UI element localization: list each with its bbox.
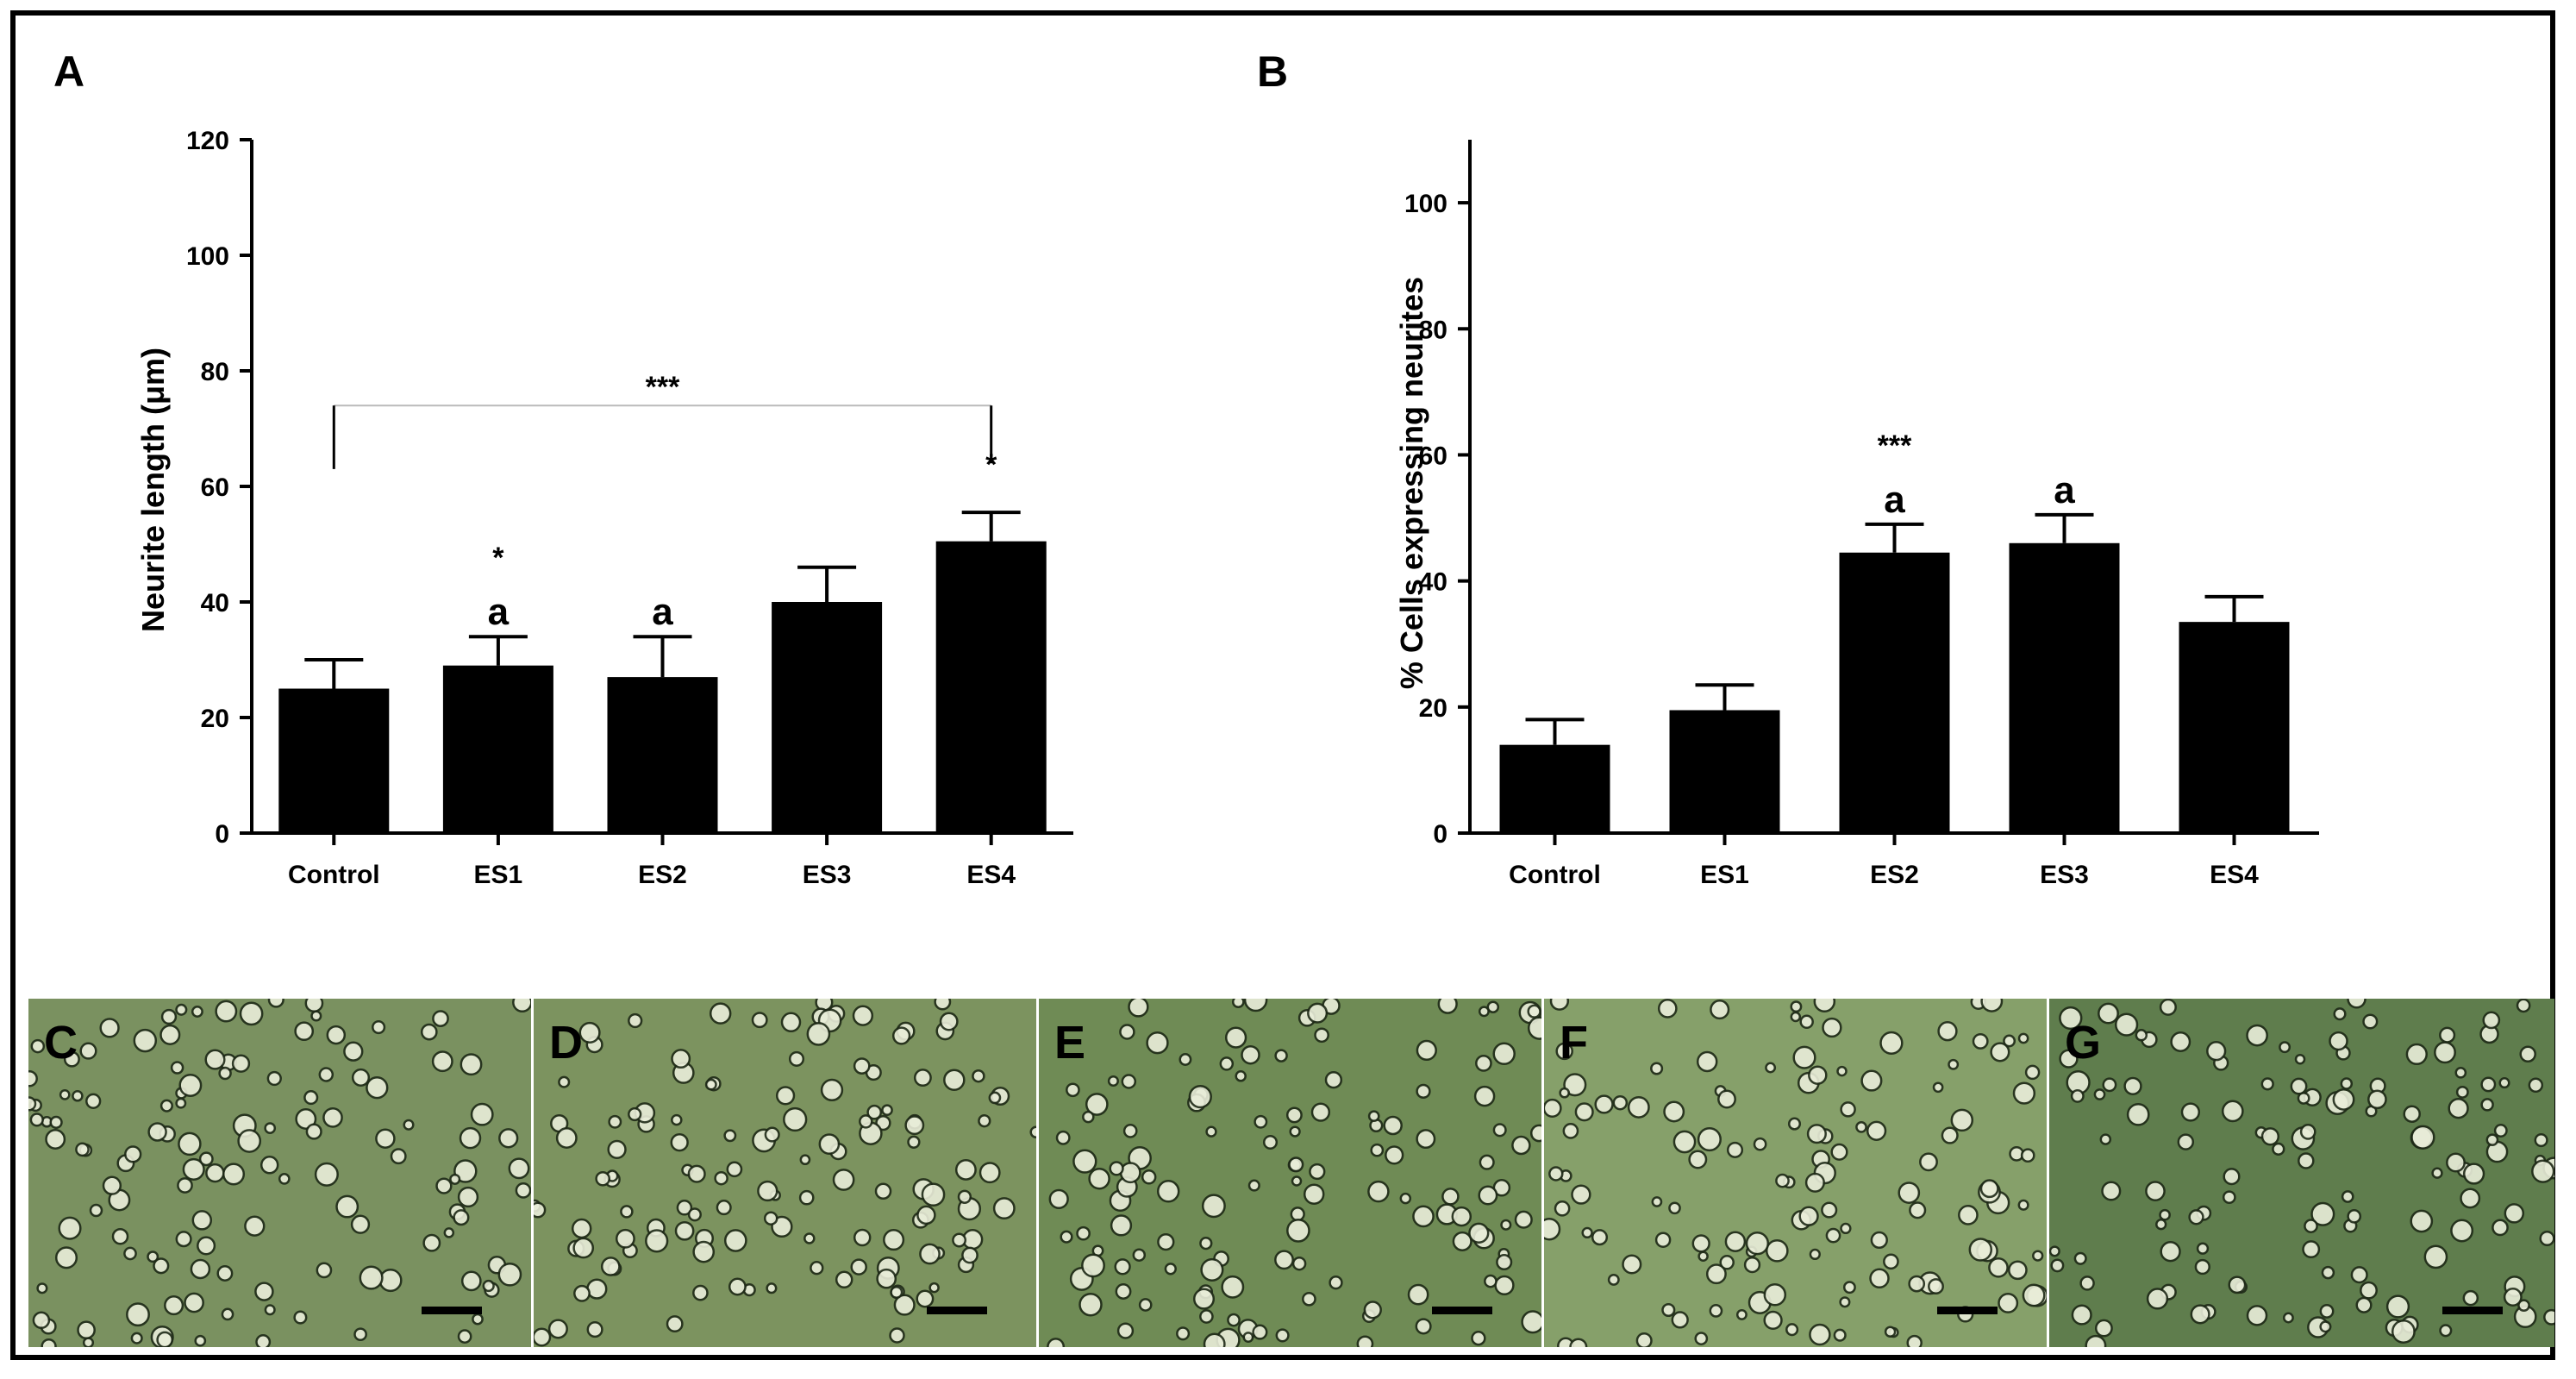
micrograph-label: C (44, 1017, 78, 1069)
y-tick-label-1: 0 (1433, 820, 1447, 849)
bar-1-3 (2009, 542, 2120, 833)
chart-canvas: A B 0 20 40 60 80 100 120 Neurite length (μm) Co… (53, 47, 2319, 889)
y-tick-label-1: 80 (1419, 316, 1447, 344)
scale-bar (2442, 1307, 2503, 1314)
x-tick-label-1: ES3 (2040, 861, 2089, 889)
y-tick-label-0: 60 (201, 473, 229, 502)
cell-texture (1544, 999, 2048, 1347)
y-axis-title-1: % Cells expressing neurites (1394, 277, 1429, 689)
bar-1-0 (1499, 744, 1610, 833)
bar-1-1 (1669, 710, 1780, 833)
x-tick-label-0: ES3 (803, 861, 852, 889)
significance-stars-0-4: * (985, 448, 997, 481)
bar-1-4 (2179, 622, 2290, 833)
x-tick-label-0: Control (288, 861, 380, 889)
micrograph-label: E (1054, 1017, 1086, 1069)
significance-letter-1-2: a (1884, 479, 1905, 521)
x-tick-label-1: Control (1509, 861, 1601, 889)
y-tick-label-0: 80 (201, 358, 229, 386)
y-tick-label-1: 100 (1404, 190, 1447, 218)
x-tick-label-1: ES4 (2210, 861, 2259, 889)
x-tick-label-1: ES1 (1700, 861, 1749, 889)
cell-texture (28, 999, 533, 1347)
micrograph-g: G (2047, 999, 2554, 1347)
y-tick-label-1: 20 (1419, 694, 1447, 723)
y-tick-label-0: 100 (186, 242, 229, 271)
significance-letter-0-1: a (488, 591, 510, 633)
scale-bar (422, 1307, 482, 1314)
y-tick-label-0: 20 (201, 705, 229, 733)
cell-texture (1047, 999, 1544, 1347)
micrograph-e: E (1036, 999, 1544, 1347)
x-tick-label-0: ES2 (638, 861, 687, 889)
bar-0-3 (772, 602, 883, 833)
x-tick-label-0: ES1 (474, 861, 523, 889)
comparison-label: *** (646, 371, 680, 404)
significance-stars-0-1: * (492, 542, 504, 574)
micrograph-d: D (531, 999, 1039, 1347)
micrograph-f: F (1541, 999, 2049, 1347)
scale-bar (1432, 1307, 1492, 1314)
bar-1-2 (1839, 552, 1950, 833)
significance-stars-1-2: *** (1878, 429, 1912, 462)
y-tick-label-0: 120 (186, 127, 229, 155)
cell-texture (534, 999, 1039, 1347)
micrograph-c: C (26, 999, 534, 1347)
x-tick-label-0: ES4 (966, 861, 1016, 889)
significance-letter-1-3: a (2054, 469, 2075, 511)
micrograph-label: G (2065, 1017, 2102, 1069)
significance-letter-0-2: a (652, 591, 673, 633)
scale-bar (1937, 1307, 1998, 1314)
micrograph-label: D (549, 1017, 583, 1069)
bar-0-0 (278, 688, 390, 833)
y-axis-title-0: Neurite length (μm) (135, 348, 171, 632)
y-tick-label-0: 0 (215, 820, 229, 849)
bar-0-2 (607, 677, 718, 833)
micrograph-label: F (1560, 1017, 1588, 1069)
panel-label-b: B (1257, 47, 1288, 96)
bar-0-4 (935, 541, 1047, 833)
y-tick-label-1: 60 (1419, 442, 1447, 470)
y-tick-label-0: 40 (201, 589, 229, 617)
figure-frame (10, 10, 2555, 1360)
x-tick-label-1: ES2 (1870, 861, 1919, 889)
y-tick-label-1: 40 (1419, 568, 1447, 597)
bar-0-1 (442, 665, 553, 833)
cell-texture (2049, 999, 2554, 1347)
scale-bar (927, 1307, 987, 1314)
panel-label-a: A (53, 47, 84, 96)
